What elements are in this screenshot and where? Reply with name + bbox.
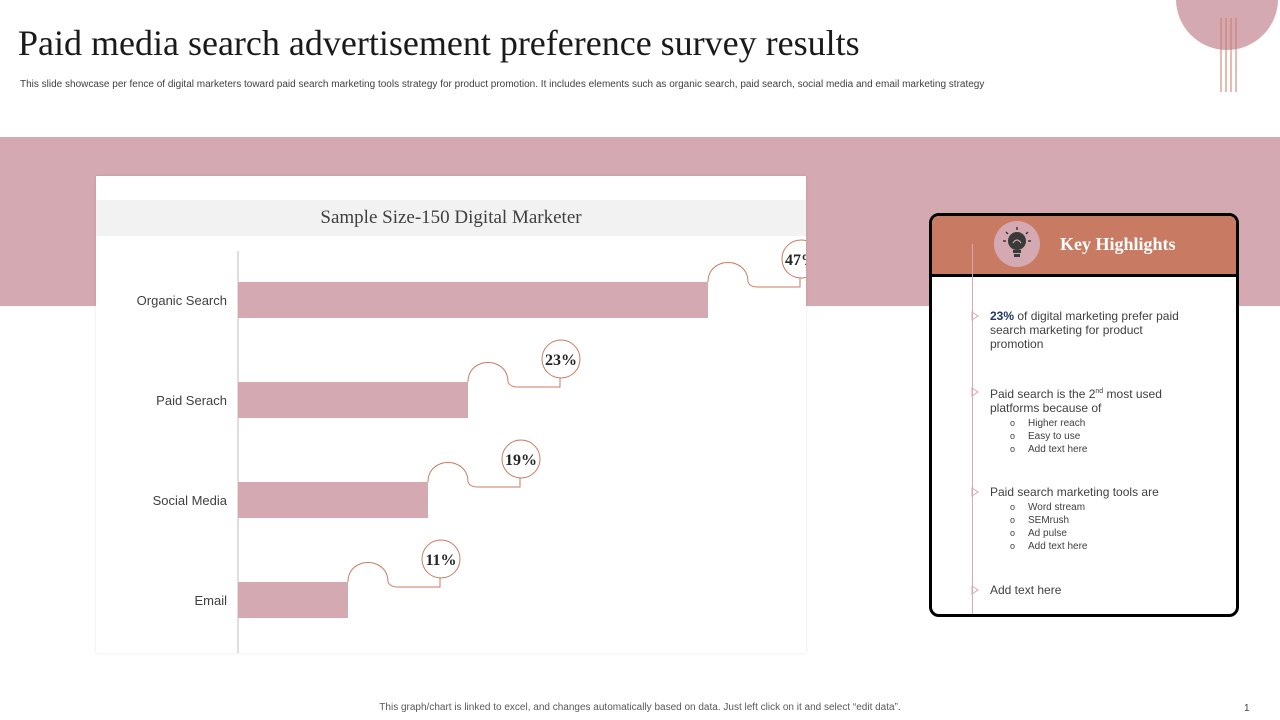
timeline-marker-icon — [971, 585, 979, 595]
lightbulb-brain-icon — [994, 221, 1040, 267]
category-label: Email — [194, 593, 227, 608]
sublist-item: SEMrush — [1010, 514, 1200, 527]
connector-line — [427, 462, 521, 488]
value-bubble — [501, 439, 541, 479]
category-label: Organic Search — [137, 293, 227, 308]
bar — [238, 482, 428, 518]
key-highlights-header: Key Highlights — [932, 216, 1236, 277]
value-bubble — [781, 239, 806, 279]
category-label: Social Media — [153, 493, 228, 508]
data-label: 19% — [505, 452, 537, 469]
timeline-marker-icon — [971, 311, 979, 321]
highlight-superscript: nd — [1095, 388, 1104, 395]
key-highlights-title: Key Highlights — [1060, 234, 1176, 254]
footer-note: This graph/chart is linked to excel, and… — [379, 702, 901, 713]
value-bubble — [541, 339, 581, 379]
highlight-text: of digital marketing prefer paid search … — [990, 309, 1179, 351]
sublist-item: Ad pulse — [1010, 527, 1200, 540]
timeline-marker-icon — [971, 387, 979, 397]
sublist-item: Easy to use — [1010, 430, 1200, 443]
connector-line — [347, 562, 441, 588]
bar-chart[interactable]: Organic Search 47% Paid Serach 23% Social Me… — [96, 176, 806, 653]
sublist-item: Word stream — [1010, 501, 1200, 514]
sublist-item: Higher reach — [1010, 417, 1200, 430]
page-title: Paid media search advertisement preferen… — [18, 23, 860, 63]
bar — [238, 582, 348, 618]
data-label: 47% — [785, 252, 806, 269]
page-subtitle: This slide showcase per fence of digital… — [20, 79, 985, 90]
decorative-lines — [1220, 18, 1237, 92]
sublist-item: Add text here — [1010, 540, 1200, 553]
data-label: 11% — [425, 552, 456, 569]
bar — [238, 382, 468, 418]
category-label: Paid Serach — [156, 393, 227, 408]
highlight-text: Paid search is the 2 — [990, 387, 1096, 401]
highlight-text: most used platforms because of — [990, 387, 1162, 415]
highlight-sublist: Word stream SEMrush Ad pulse Add text he… — [990, 501, 1200, 553]
timeline-marker-icon — [971, 487, 979, 497]
connector-line — [467, 362, 561, 388]
timeline-line — [972, 244, 973, 614]
page-number: 1 — [1244, 703, 1250, 714]
highlight-item: 23% of digital marketing prefer paid sea… — [971, 309, 1195, 351]
connector-line — [707, 262, 801, 288]
bar — [238, 282, 708, 318]
highlight-item: Add text here — [971, 583, 1200, 597]
value-bubble — [421, 539, 461, 579]
chart-card[interactable]: Sample Size-150 Digital Marketer Organic… — [96, 176, 806, 653]
key-highlights-panel: Key Highlights 23% of digital marketing … — [929, 213, 1239, 617]
highlight-item: Paid search is the 2nd most used platfor… — [971, 385, 1200, 456]
highlight-item: Paid search marketing tools are Word str… — [971, 485, 1200, 553]
highlight-text: Paid search marketing tools are — [990, 485, 1159, 499]
highlight-percent: 23% — [990, 309, 1015, 323]
sublist-item: Add text here — [1010, 443, 1200, 456]
chart-title: Sample Size-150 Digital Marketer — [96, 200, 806, 236]
highlight-text: Add text here — [990, 583, 1062, 597]
highlight-sublist: Higher reach Easy to use Add text here — [990, 417, 1200, 456]
data-label: 23% — [545, 352, 577, 369]
